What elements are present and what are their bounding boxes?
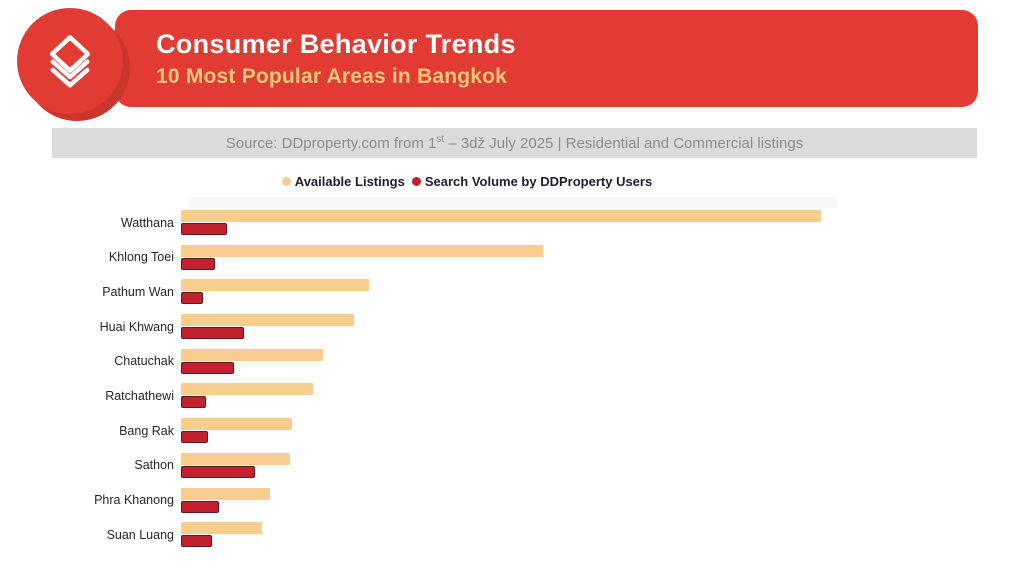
- chart-row: Huai Khwang: [0, 314, 1024, 340]
- available-listings-bar: [181, 487, 270, 500]
- category-label: Pathum Wan: [102, 284, 174, 299]
- chart-top-shadow: [188, 197, 838, 208]
- bar-group: [181, 418, 1024, 444]
- bar-group: [181, 279, 1024, 305]
- category-label: Chatuchak: [114, 354, 174, 369]
- available-listings-bar: [181, 522, 263, 535]
- bar-group: [181, 314, 1024, 340]
- legend-label: Search Volume by DDProperty Users: [424, 174, 653, 189]
- category-label: Ratchathewi: [105, 388, 174, 403]
- chart-row: Bang Rak: [0, 418, 1024, 444]
- search-volume-bar: [181, 223, 228, 235]
- category-label: Huai Khwang: [99, 319, 174, 334]
- category-label: Suan Luang: [106, 527, 174, 542]
- chart-row: Chatuchak: [0, 348, 1024, 374]
- search-volume-bar: [181, 465, 256, 478]
- ddproperty-logo: [17, 8, 130, 121]
- listings-dot-icon: [281, 177, 291, 186]
- source-text: Source: DDproperty.com from 1st – 3dž Ju…: [225, 133, 804, 152]
- available-listings-bar: [181, 279, 370, 292]
- available-listings-bar: [181, 452, 290, 465]
- category-label: Bang Rak: [119, 423, 174, 438]
- legend-label: Available Listings: [294, 174, 405, 189]
- bar-group: [181, 487, 1024, 513]
- category-label: Phra Khanong: [94, 493, 174, 507]
- header-banner: Consumer Behavior Trends 10 Most Popular…: [115, 10, 978, 107]
- category-label: Sathon: [134, 458, 174, 473]
- search-volume-bar: [181, 292, 203, 305]
- search-volume-bar: [181, 327, 244, 340]
- available-listings-bar: [181, 210, 821, 222]
- source-bar: Source: DDproperty.com from 1st – 3dž Ju…: [52, 128, 977, 158]
- stacked-house-chevrons-icon: [49, 35, 91, 88]
- available-listings-bar: [181, 418, 292, 431]
- chart-row: Watthana: [0, 210, 1024, 235]
- available-listings-bar: [181, 383, 313, 396]
- available-listings-bar: [181, 244, 544, 257]
- bar-group: [181, 210, 1024, 235]
- logo-circle: [17, 8, 123, 114]
- chart-legend: Available Listings Search Volume by DDPr…: [0, 174, 979, 189]
- bar-group: [181, 348, 1024, 374]
- bar-group: [181, 452, 1024, 478]
- bar-group: [181, 383, 1024, 409]
- chart-row: Pathum Wan: [0, 279, 1024, 305]
- available-listings-bar: [181, 314, 354, 327]
- category-label: Khlong Toei: [108, 250, 174, 265]
- legend-item-search-volume: Search Volume by DDProperty Users: [411, 174, 653, 189]
- page-subtitle: 10 Most Popular Areas in Bangkok: [156, 64, 508, 88]
- bar-group: [181, 244, 1024, 270]
- search-volume-dot-icon: [411, 177, 421, 186]
- search-volume-bar: [181, 257, 215, 270]
- search-volume-bar: [181, 500, 219, 513]
- chart-rows: Watthana Khlong Toei Pathum Wan Huai Khw…: [0, 210, 1024, 548]
- search-volume-bar: [181, 396, 206, 409]
- search-volume-bar: [181, 361, 235, 374]
- available-listings-bar: [181, 348, 324, 361]
- bar-group: [181, 522, 1024, 548]
- legend-item-available-listings: Available Listings: [281, 174, 405, 189]
- page-title: Consumer Behavior Trends: [156, 28, 516, 59]
- search-volume-bar: [181, 431, 208, 444]
- chart-row: Sathon: [0, 452, 1024, 478]
- search-volume-bar: [181, 535, 212, 548]
- chart-row: Phra Khanong: [0, 487, 1024, 513]
- bar-chart: Watthana Khlong Toei Pathum Wan Huai Khw…: [0, 210, 1024, 557]
- chart-row: Ratchathewi: [0, 383, 1024, 409]
- chart-row: Khlong Toei: [0, 244, 1024, 270]
- chart-row: Suan Luang: [0, 522, 1024, 548]
- category-label: Watthana: [120, 215, 174, 230]
